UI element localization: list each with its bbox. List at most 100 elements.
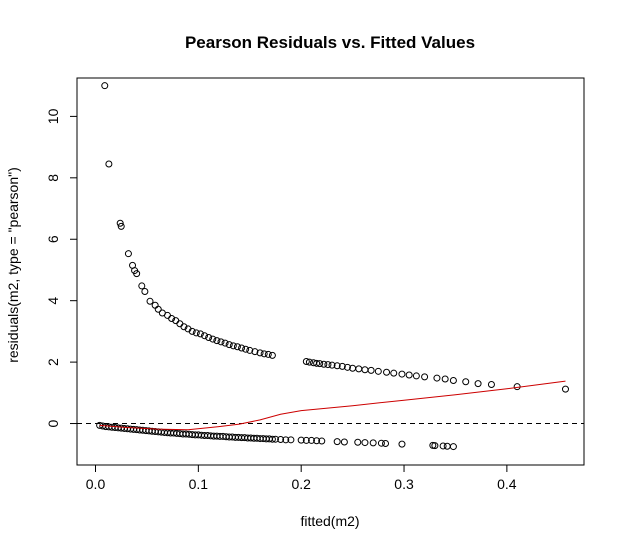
data-point — [287, 436, 295, 444]
data-point — [271, 435, 279, 443]
x-axis: 0.0 0.1 0.2 0.3 0.4 — [86, 464, 517, 492]
data-point — [277, 436, 285, 444]
data-point — [256, 349, 264, 357]
data-point — [282, 436, 290, 444]
data-point — [168, 314, 176, 322]
data-point — [180, 323, 188, 331]
data-point — [124, 250, 132, 258]
data-point — [305, 358, 313, 366]
data-point — [333, 362, 341, 370]
data-point — [318, 437, 326, 445]
data-point — [374, 367, 382, 375]
data-point — [377, 439, 385, 447]
data-point — [188, 327, 196, 335]
data-point — [209, 335, 217, 343]
data-point — [355, 365, 363, 373]
data-point — [133, 270, 141, 278]
data-point — [268, 351, 276, 359]
data-point — [246, 346, 254, 354]
data-point — [412, 372, 420, 380]
data-point — [338, 362, 346, 370]
data-point — [116, 219, 124, 227]
data-point — [101, 82, 109, 90]
data-point — [398, 440, 406, 448]
data-point — [151, 301, 159, 309]
data-point — [433, 374, 441, 382]
data-point — [302, 436, 310, 444]
data-point — [383, 368, 391, 376]
data-point — [449, 377, 457, 385]
residual-points — [96, 82, 569, 451]
data-point — [242, 345, 250, 353]
data-point — [117, 222, 125, 230]
data-point — [405, 371, 413, 379]
y-tick-label: 2 — [45, 358, 61, 366]
data-point — [307, 436, 315, 444]
data-point — [462, 378, 470, 386]
data-point — [146, 297, 154, 305]
data-point — [390, 369, 398, 377]
data-point — [205, 334, 213, 342]
y-tick-label: 10 — [45, 108, 61, 124]
data-point — [221, 339, 229, 347]
data-point — [260, 350, 268, 358]
data-point — [313, 437, 321, 445]
data-point — [367, 366, 375, 374]
data-point — [233, 343, 241, 351]
x-tick-label: 0.3 — [394, 476, 414, 492]
data-point — [176, 320, 184, 328]
data-point — [238, 344, 246, 352]
data-point — [229, 342, 237, 350]
data-point — [302, 357, 310, 365]
data-point — [443, 442, 451, 450]
data-point — [154, 305, 162, 313]
data-point — [201, 332, 209, 340]
data-point — [217, 338, 225, 346]
data-point — [354, 438, 362, 446]
data-point — [328, 361, 336, 369]
data-point — [320, 360, 328, 368]
data-point — [449, 443, 457, 451]
data-point — [340, 438, 348, 446]
chart-title: Pearson Residuals vs. Fitted Values — [185, 33, 475, 52]
data-point — [398, 370, 406, 378]
x-axis-label: fitted(m2) — [300, 513, 359, 529]
data-point — [105, 160, 113, 168]
x-tick-label: 0.1 — [189, 476, 209, 492]
data-point — [474, 380, 482, 388]
y-tick-label: 6 — [45, 235, 61, 243]
data-point — [343, 363, 351, 371]
data-point — [369, 439, 377, 447]
data-point — [561, 385, 569, 393]
data-point — [268, 435, 276, 443]
data-point — [441, 375, 449, 383]
data-point — [225, 341, 233, 349]
smooth-curve-group — [99, 380, 566, 431]
y-axis-label: residuals(m2, type = "pearson") — [5, 167, 21, 363]
y-tick-label: 4 — [45, 297, 61, 305]
x-tick-label: 0.2 — [291, 476, 311, 492]
data-point — [196, 330, 204, 338]
data-point — [141, 287, 149, 295]
data-point — [192, 329, 200, 337]
data-point — [213, 337, 221, 345]
y-tick-label: 8 — [45, 174, 61, 182]
x-tick-label: 0.4 — [497, 476, 517, 492]
data-point — [361, 439, 369, 447]
data-point — [421, 373, 429, 381]
data-point — [333, 438, 341, 446]
data-point — [487, 381, 495, 389]
data-point — [431, 442, 439, 450]
data-point — [313, 359, 321, 367]
x-tick-label: 0.0 — [86, 476, 106, 492]
data-point — [138, 282, 146, 290]
y-tick-label: 0 — [45, 419, 61, 427]
plot-frame — [76, 77, 585, 466]
data-point — [324, 361, 332, 369]
data-point — [264, 350, 272, 358]
data-point — [251, 348, 259, 356]
data-point — [382, 440, 390, 447]
data-point — [297, 436, 305, 444]
data-point — [316, 360, 324, 368]
